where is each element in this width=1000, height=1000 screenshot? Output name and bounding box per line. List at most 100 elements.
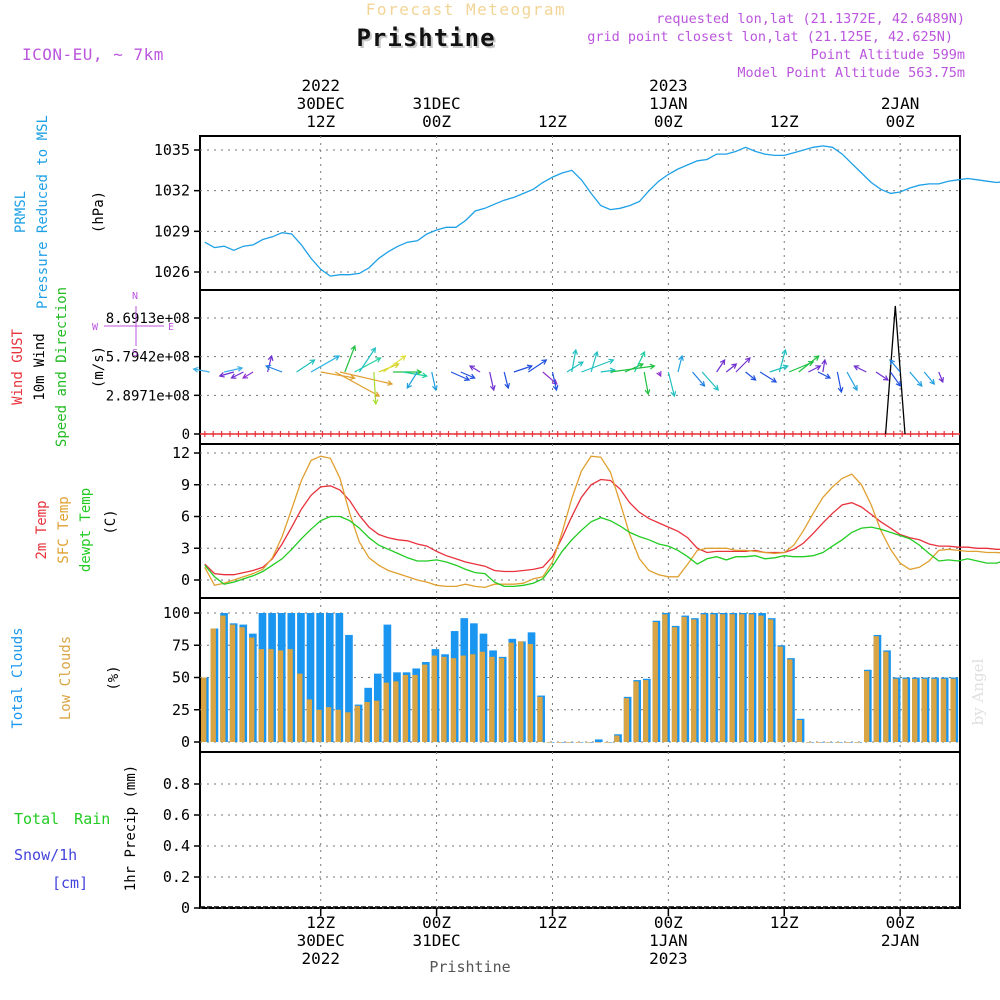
wind-arrow bbox=[193, 368, 210, 373]
bottom-time-label: 12Z bbox=[306, 913, 335, 932]
wind-arrow bbox=[846, 371, 858, 391]
wind10-spike bbox=[884, 305, 906, 435]
bottom-time-label: 00Z bbox=[422, 913, 451, 932]
low-cloud-bar bbox=[787, 659, 793, 742]
total-cloud-bar bbox=[335, 613, 344, 742]
low-cloud-bar bbox=[719, 614, 726, 742]
wind-arrow bbox=[224, 367, 243, 373]
low-cloud-bar bbox=[546, 742, 553, 743]
wind-arrow-head bbox=[808, 360, 815, 367]
low-cloud-bar bbox=[950, 678, 956, 742]
temp-2m-line bbox=[204, 478, 1000, 576]
y-tick-label: 2.8971e+08 bbox=[106, 388, 190, 404]
low-cloud-bar bbox=[508, 642, 514, 742]
wind-arrow-head bbox=[267, 354, 274, 361]
total-cloud-bar bbox=[306, 613, 315, 742]
wind-arrow bbox=[716, 359, 726, 373]
wind-arrow bbox=[383, 355, 406, 373]
wind-arrow-head bbox=[421, 372, 429, 379]
low-cloud-bar bbox=[229, 624, 236, 742]
wind-unit-label: (m/s) bbox=[91, 346, 107, 388]
wind-arrow-head bbox=[744, 357, 751, 363]
low-cloud-bar bbox=[748, 614, 755, 742]
compass-rose: N W E S bbox=[92, 291, 174, 359]
bottom-time-label: 00Z bbox=[654, 913, 683, 932]
wind-arrow bbox=[909, 371, 923, 387]
panel-frame bbox=[199, 135, 961, 291]
low-cloud-bar bbox=[604, 742, 610, 743]
pressure-panel: 1026 1029 1032 1035 bbox=[154, 135, 1000, 291]
total-cloud-bar bbox=[325, 613, 334, 742]
y-tick-label: 50 bbox=[172, 669, 190, 687]
low-cloud-bar bbox=[623, 698, 630, 742]
low-cloud-bar bbox=[249, 637, 255, 742]
wind-arrow bbox=[219, 371, 234, 377]
wind-arrow bbox=[822, 359, 826, 373]
bottom-time-label: 00Z bbox=[886, 913, 915, 932]
wind-arrow bbox=[402, 371, 427, 377]
low-cloud-bar bbox=[306, 699, 313, 742]
wind-arrow-head bbox=[400, 355, 407, 361]
wind-arrow-head bbox=[815, 365, 822, 371]
low-cloud-bar bbox=[479, 651, 485, 742]
low-cloud-bar bbox=[566, 742, 572, 743]
wind-arrow-head bbox=[526, 364, 534, 371]
low-cloud-bar bbox=[277, 650, 284, 742]
low-cloud-bar bbox=[431, 655, 437, 742]
compass-west: W bbox=[92, 322, 99, 333]
top-time-label: 2JAN bbox=[881, 94, 920, 113]
total-cloud-bar bbox=[345, 634, 353, 742]
y-tick-label: 1029 bbox=[154, 222, 190, 240]
panel-frame bbox=[199, 289, 961, 445]
top-time-label: 00Z bbox=[654, 112, 683, 131]
wind-arrow-head bbox=[781, 348, 788, 356]
low-cloud-bar bbox=[806, 742, 812, 743]
low-cloud-bar bbox=[297, 673, 303, 742]
y-tick-label: 0.2 bbox=[163, 868, 190, 886]
wind-arrow bbox=[503, 371, 509, 389]
wind-arrow-head bbox=[468, 365, 476, 371]
total-cloud-bar bbox=[594, 739, 603, 742]
y-tick-label: 0 bbox=[182, 427, 190, 443]
low-cloud-bar bbox=[729, 614, 735, 742]
top-time-label: 12Z bbox=[770, 112, 799, 131]
wind-arrow-head bbox=[640, 350, 646, 358]
wind-arrow bbox=[373, 371, 377, 405]
precip-panel: 0 0.2 0.4 0.6 0.8 bbox=[163, 751, 961, 917]
wind-arrow bbox=[836, 371, 842, 393]
low-cloud-bar bbox=[470, 654, 476, 742]
wind-arrow bbox=[667, 371, 675, 397]
point-altitude: Point Altitude 599m bbox=[811, 47, 965, 63]
wind-arrow bbox=[725, 363, 737, 373]
low-cloud-bar bbox=[642, 680, 649, 742]
low-cloud-bar bbox=[537, 696, 543, 742]
wind-arrow-head bbox=[593, 350, 599, 358]
low-cloud-bar bbox=[268, 649, 274, 742]
temp-unit-label: (C) bbox=[103, 509, 119, 534]
watermark: by Angel bbox=[969, 658, 987, 725]
wind-arrow bbox=[745, 371, 756, 381]
wind-arrow-head bbox=[731, 363, 738, 369]
bottom-time-label: 1JAN bbox=[649, 931, 688, 950]
wind-arrow-head bbox=[837, 387, 844, 394]
wind-arrow-head bbox=[242, 373, 249, 379]
model-altitude: Model Point Altitude 563.75m bbox=[737, 65, 965, 81]
low-cloud-bar bbox=[825, 742, 831, 743]
low-cloud-bar bbox=[700, 614, 706, 742]
bottom-time-label: 30DEC bbox=[297, 931, 345, 950]
wind-arrow-head bbox=[218, 372, 225, 378]
low-cloud-bar bbox=[585, 742, 591, 743]
cloud-unit-label: (%) bbox=[106, 665, 122, 690]
wind-arrow bbox=[938, 371, 944, 383]
wind-arrow bbox=[296, 359, 315, 373]
y-tick-label: 1026 bbox=[154, 263, 190, 281]
pressure-unit-label: (hPa) bbox=[91, 191, 107, 233]
low-cloud-bar bbox=[883, 651, 889, 742]
low-cloud-bar bbox=[364, 702, 370, 742]
low-cloud-bar bbox=[912, 678, 918, 742]
wind-arrow bbox=[778, 349, 786, 373]
y-tick-label: 75 bbox=[172, 636, 190, 654]
wind-arrow bbox=[344, 345, 356, 373]
low-cloud-bar bbox=[498, 658, 505, 742]
